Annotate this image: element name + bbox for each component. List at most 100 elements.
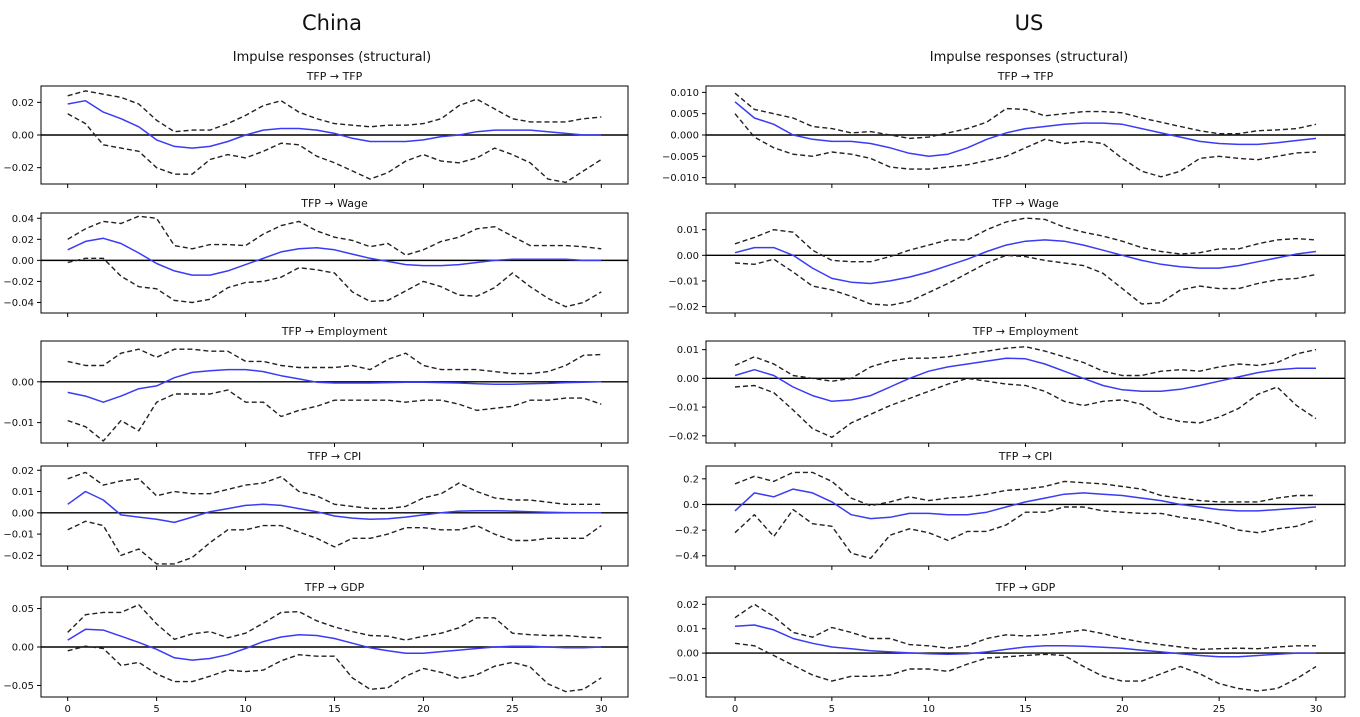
x-tick-label: 15 (1019, 704, 1032, 713)
china-figure-title: Impulse responses (structural) (233, 50, 431, 65)
panel-frame (705, 212, 1346, 314)
lower-band-line (734, 506, 1317, 559)
upper-band-line (67, 90, 602, 133)
irf-line (67, 99, 602, 149)
y-tick-label: −0.02 (3, 277, 34, 288)
y-tick-label: −0.010 (662, 173, 699, 184)
y-tick-label: −0.01 (3, 530, 34, 541)
x-tick-label: 5 (829, 704, 835, 713)
panel-frame (40, 85, 629, 185)
y-tick-label: 0.2 (683, 474, 699, 485)
china-panel-3: TFP → Employment 0.00 −0.01 (3, 325, 629, 447)
panels-group: TFP → TFP 0.02 0.00 −0.02 TFP → Wage 0.04 0.02… (3, 70, 1346, 715)
irf-line (734, 101, 1317, 158)
upper-band-line (67, 471, 602, 510)
y-tick-label: −0.2 (675, 526, 699, 537)
us-column-label: US (1015, 11, 1044, 35)
y-tick-label: 0.005 (670, 109, 699, 120)
y-tick-label: 0.01 (12, 487, 34, 498)
y-tick-label: −0.05 (3, 681, 34, 692)
panel-frame (40, 340, 629, 444)
upper-band-line (67, 604, 602, 641)
lower-band-line (734, 254, 1317, 306)
irf-line (67, 628, 602, 661)
y-tick-label: 0.00 (12, 256, 34, 267)
y-tick-label: 0.02 (12, 98, 34, 109)
lower-band-line (67, 645, 602, 693)
y-tick-label: 0.00 (677, 649, 699, 660)
us-panel-4: TFP → CPI 0.2 0.0 −0.2 −0.4 (675, 450, 1346, 570)
x-tick-label: 30 (595, 704, 608, 713)
y-tick-label: 0.02 (12, 235, 34, 246)
irf-line (734, 488, 1317, 520)
panel-frame (40, 212, 629, 314)
lower-band-line (67, 520, 602, 565)
x-tick-label: 20 (1116, 704, 1129, 713)
panel-frame (705, 596, 1346, 698)
panel-title: TFP → TFP (997, 70, 1054, 83)
y-tick-label: 0.02 (12, 466, 34, 477)
panel-title: TFP → TFP (306, 70, 363, 83)
china-column-label: China (302, 11, 362, 35)
x-tick-label: 0 (732, 704, 738, 713)
irf-line (734, 239, 1317, 285)
irf-line (734, 624, 1316, 658)
upper-band-line (734, 92, 1317, 140)
y-tick-label: −0.01 (668, 276, 699, 287)
y-tick-label: 0.01 (677, 345, 699, 356)
y-tick-label: 0.00 (677, 251, 699, 262)
china-panel-1: TFP → TFP 0.02 0.00 −0.02 (3, 70, 629, 188)
panel-frame (705, 85, 1346, 185)
lower-band-line (67, 113, 602, 184)
us-panel-5: TFP → GDP 0.02 0.01 0.00 −0.01 0 5 10 15 20 25 30 (668, 581, 1346, 715)
panel-title: TFP → GDP (995, 581, 1056, 594)
y-tick-label: 0.00 (12, 377, 34, 388)
upper-band-line (734, 603, 1316, 651)
china-panel-5: TFP → GDP 0.05 0.00 −0.05 0 5 10 15 20 25 30 (3, 581, 629, 715)
us-panel-1: TFP → TFP 0.010 0.005 0.000 −0.005 −0.010 (662, 70, 1346, 188)
china-panel-4: TFP → CPI 0.02 0.01 0.00 −0.01 −0.02 (3, 450, 629, 570)
panel-title: TFP → CPI (998, 450, 1052, 463)
y-tick-label: −0.02 (3, 163, 34, 174)
irf-line (67, 237, 602, 276)
irf-line (734, 357, 1316, 403)
x-tick-label: 15 (328, 704, 341, 713)
x-tick-label: 30 (1310, 704, 1323, 713)
y-tick-label: −0.4 (675, 551, 699, 562)
panel-title: TFP → Employment (281, 325, 388, 338)
y-tick-label: −0.01 (668, 673, 699, 684)
lower-band-line (67, 389, 602, 442)
panel-frame (40, 465, 629, 567)
y-tick-label: −0.04 (3, 298, 34, 309)
panel-title: TFP → Wage (300, 197, 368, 210)
x-tick-label: 25 (1213, 704, 1226, 713)
y-tick-label: 0.00 (12, 643, 34, 654)
panel-title: TFP → GDP (304, 581, 365, 594)
us-figure-title: Impulse responses (structural) (930, 50, 1128, 65)
y-tick-label: 0.04 (12, 214, 34, 225)
panel-frame (705, 465, 1346, 567)
y-tick-label: 0.000 (670, 131, 699, 142)
y-tick-label: 0.00 (12, 508, 34, 519)
y-tick-label: 0.01 (677, 624, 699, 635)
y-tick-label: −0.02 (668, 431, 699, 442)
panel-title: TFP → Wage (991, 197, 1059, 210)
china-panel-2: TFP → Wage 0.04 0.02 0.00 −0.02 −0.04 (3, 197, 629, 317)
panel-title: TFP → CPI (307, 450, 361, 463)
lower-band-line (734, 113, 1317, 178)
y-tick-label: 0.010 (670, 88, 699, 99)
x-tick-label: 20 (417, 704, 430, 713)
lower-band-line (734, 642, 1317, 692)
x-tick-label: 0 (64, 704, 70, 713)
us-panel-2: TFP → Wage 0.01 0.00 −0.01 −0.02 (668, 197, 1346, 317)
y-tick-label: −0.005 (662, 152, 699, 163)
x-tick-label: 10 (239, 704, 252, 713)
lower-band-line (734, 377, 1317, 438)
x-tick-label: 10 (922, 704, 935, 713)
upper-band-line (67, 215, 602, 256)
panel-frame (705, 340, 1346, 444)
upper-band-line (67, 348, 602, 375)
panel-title: TFP → Employment (972, 325, 1079, 338)
y-tick-label: 0.00 (677, 374, 699, 385)
